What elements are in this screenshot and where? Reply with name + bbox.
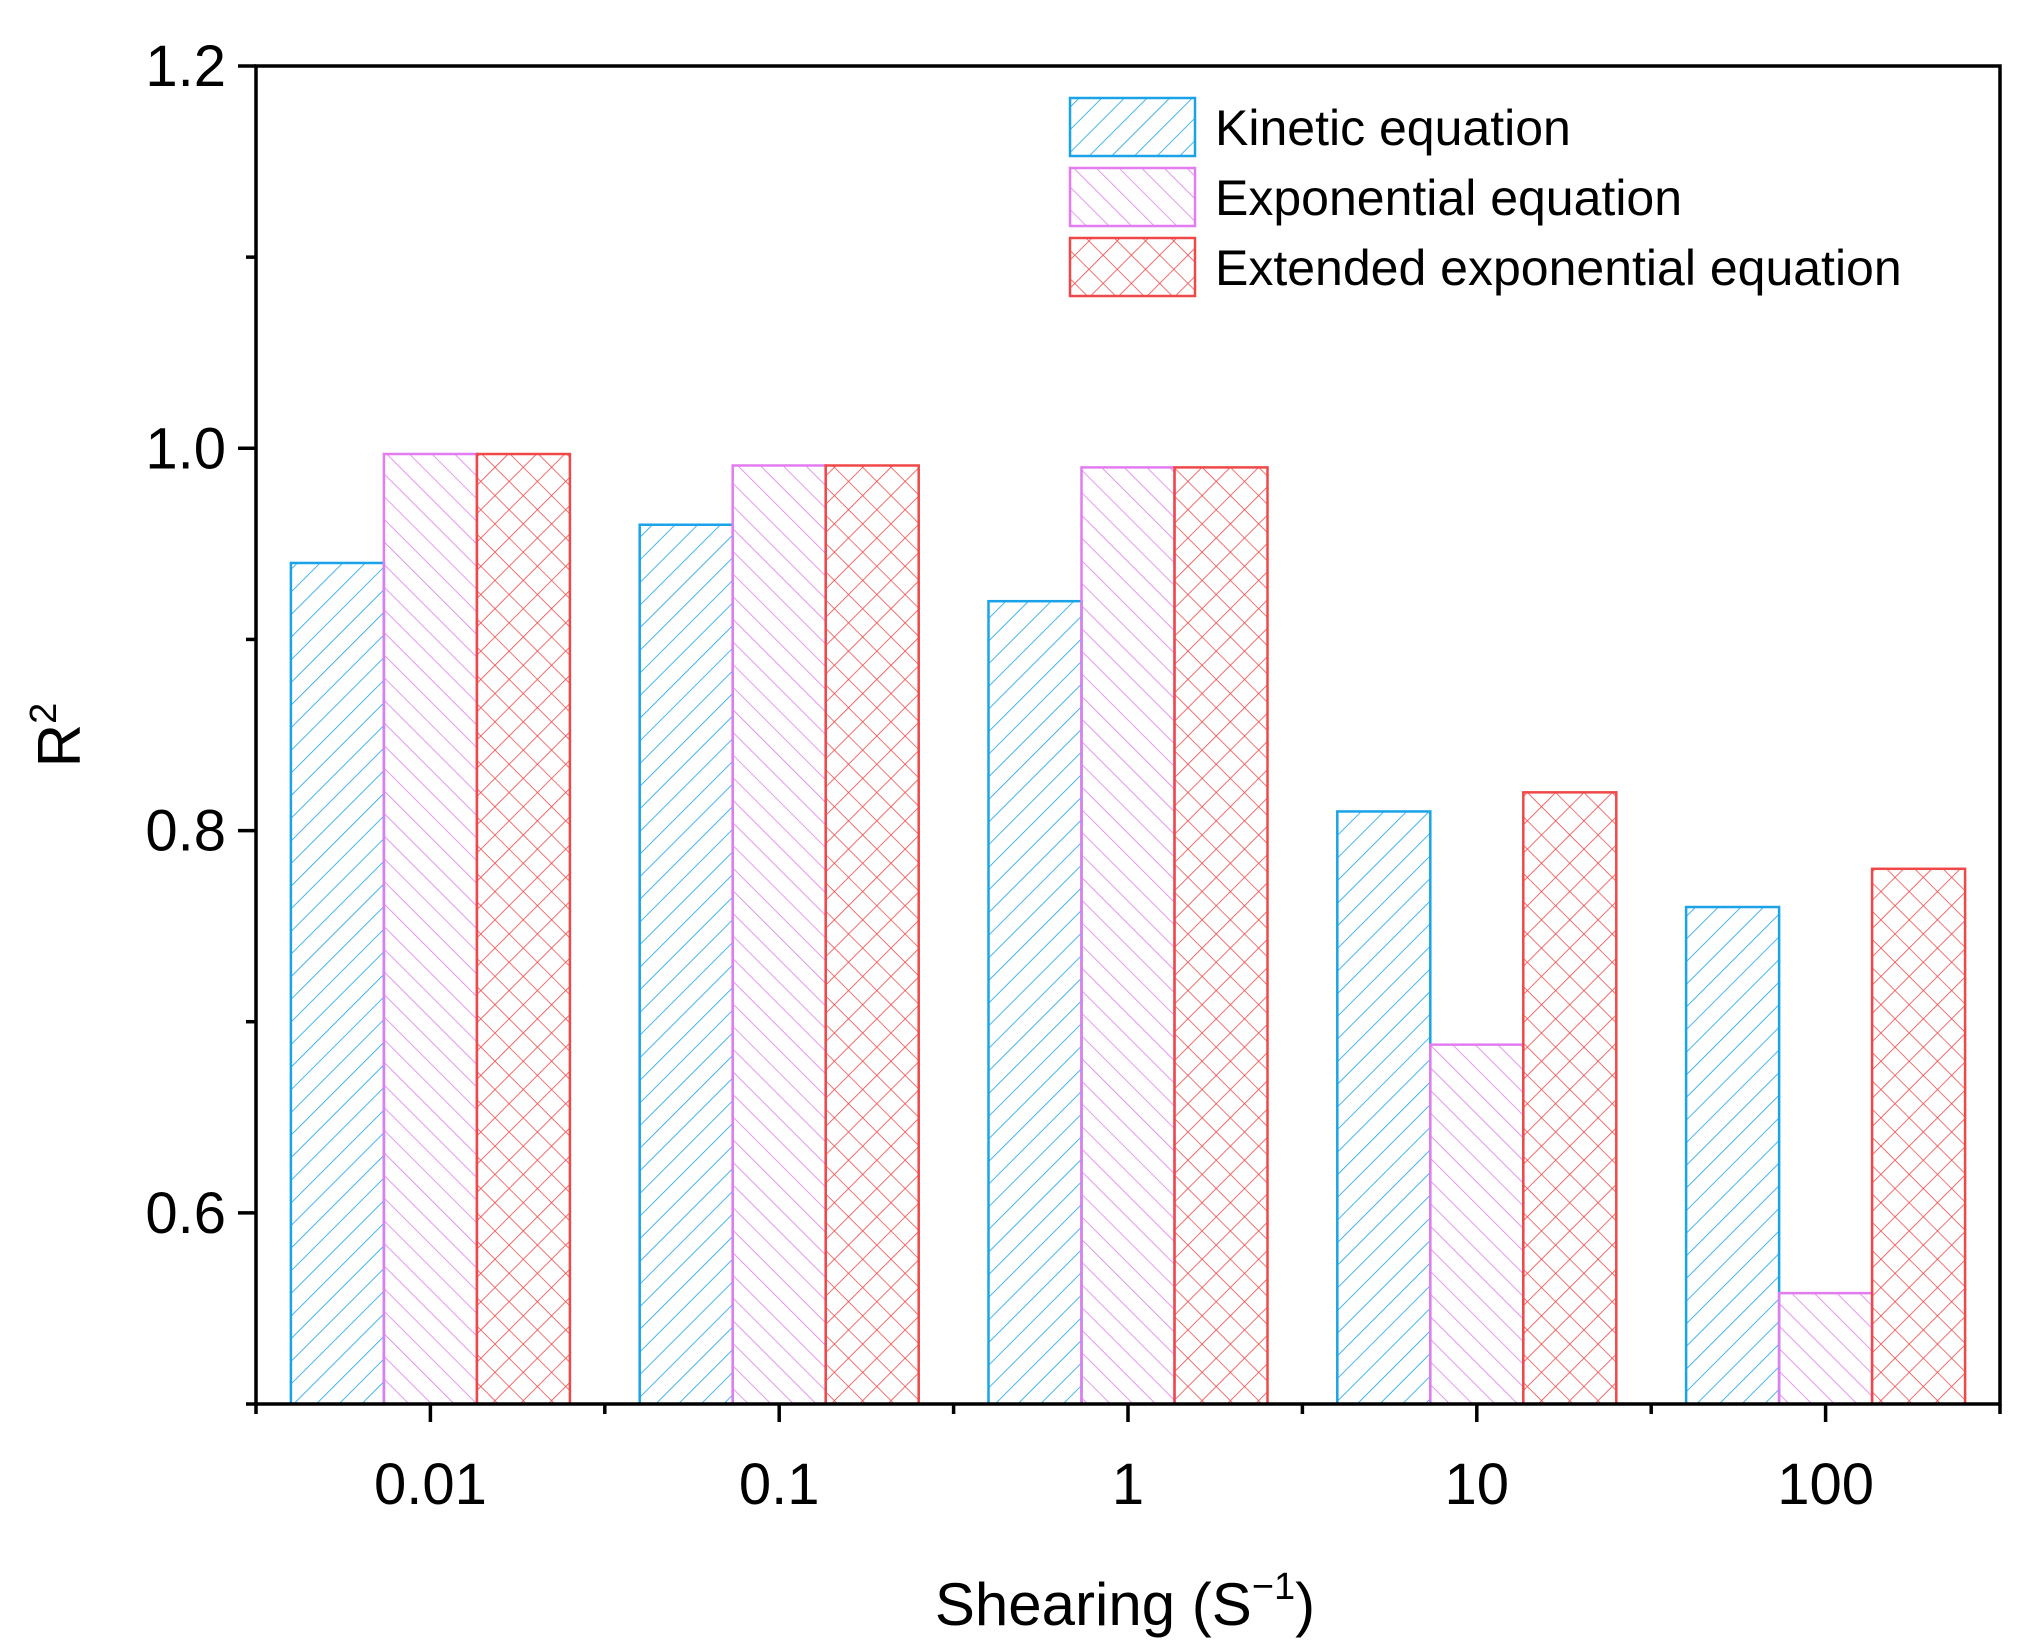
y-tick-label: 1.0 [145,416,226,481]
legend: Kinetic equation Exponential equation Exte… [1068,96,1902,298]
x-tick-label: 0.01 [374,1452,487,1517]
x-tick-label: 10 [1445,1452,1510,1517]
bar-extended-exponential-equation-0-1 [824,464,920,1406]
bar-exponential-equation-0-01 [382,452,479,1406]
bar-kinetic-equation-1 [987,599,1083,1406]
legend-swatch-kinetic-equation [1068,96,1197,158]
legend-label-extended-exponential-equation: Extended exponential equation [1215,240,1902,296]
bar-kinetic-equation-0-01 [289,561,386,1406]
bar-kinetic-equation-10 [1336,810,1432,1406]
y-tick-label: 0.6 [145,1181,226,1246]
x-axis: 0.01 0.1 1 10 100 [254,1404,2002,1517]
y-tick-label: 0.8 [145,799,226,864]
legend-label-kinetic-equation: Kinetic equation [1215,100,1571,156]
bar-extended-exponential-equation-10 [1522,791,1618,1406]
bar-exponential-equation-0-1 [731,464,827,1406]
bar-exponential-equation-100 [1777,1291,1874,1406]
legend-swatch-extended-exponential-equation [1068,236,1197,298]
bar-kinetic-equation-0-1 [638,523,734,1406]
y-axis-label: R2 [23,703,93,767]
x-tick-label: 1 [1112,1452,1144,1517]
bar-exponential-equation-1 [1080,466,1176,1406]
x-axis-label-superscript: −1 [1252,1566,1295,1608]
legend-label-exponential-equation: Exponential equation [1215,170,1682,226]
legend-swatch-exponential-equation [1068,166,1197,228]
bar-kinetic-equation-100 [1684,905,1781,1406]
bars-layer [289,452,1967,1406]
x-tick-label: 0.1 [739,1452,820,1517]
y-axis: 0.6 0.8 1.0 1.2 [145,34,256,1406]
bar-extended-exponential-equation-0-01 [475,452,572,1406]
x-tick-label: 100 [1777,1452,1874,1517]
x-axis-label: Shearing (S−1) [935,1566,1315,1638]
bar-exponential-equation-10 [1429,1043,1525,1406]
x-axis-label-close: ) [1295,1571,1315,1638]
y-axis-label-superscript: 2 [23,703,65,724]
bar-extended-exponential-equation-100 [1870,867,1967,1406]
y-tick-label: 1.2 [145,34,226,99]
bar-extended-exponential-equation-1 [1173,466,1269,1406]
